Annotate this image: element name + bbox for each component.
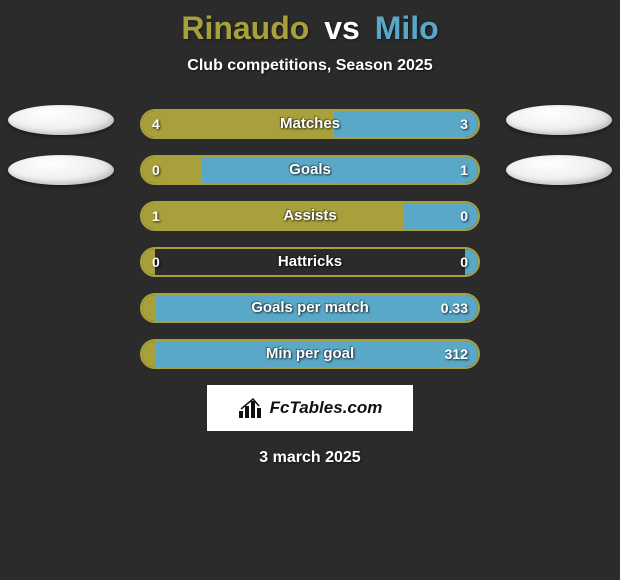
stat-value-right: 312 — [445, 341, 468, 367]
stat-label: Assists — [142, 203, 478, 229]
stat-value-right: 0 — [460, 203, 468, 229]
date: 3 march 2025 — [0, 449, 620, 467]
player1-name: Rinaudo — [181, 10, 309, 46]
stat-bar: Min per goal312 — [140, 339, 480, 369]
stat-row: Goals per match0.33 — [0, 293, 620, 323]
stat-value-right: 1 — [460, 157, 468, 183]
stat-label: Min per goal — [142, 341, 478, 367]
stat-value-right: 0.33 — [441, 295, 468, 321]
stat-row: Goals0 1 — [0, 155, 620, 185]
stat-value-right: 3 — [460, 111, 468, 137]
stat-value-right: 0 — [460, 249, 468, 275]
stat-bar: Matches4 3 — [140, 109, 480, 139]
stat-bar: Goals0 1 — [140, 155, 480, 185]
player2-avatar-placeholder — [506, 105, 612, 135]
stat-bar: Assists1 0 — [140, 201, 480, 231]
stats-rows: Matches43Goals01Assists10Hattricks00Goal… — [0, 109, 620, 369]
stat-label: Goals — [142, 157, 478, 183]
subtitle: Club competitions, Season 2025 — [0, 57, 620, 75]
stat-value-left: 0 — [152, 249, 160, 275]
player1-avatar-placeholder — [8, 105, 114, 135]
stat-bar: Hattricks0 0 — [140, 247, 480, 277]
stat-row: Hattricks0 0 — [0, 247, 620, 277]
stat-label: Hattricks — [142, 249, 478, 275]
stat-row: Min per goal312 — [0, 339, 620, 369]
stat-label: Goals per match — [142, 295, 478, 321]
stat-row: Matches4 3 — [0, 109, 620, 139]
comparison-title: Rinaudo vs Milo — [0, 0, 620, 47]
player2-avatar-placeholder — [506, 155, 612, 185]
bars-icon — [238, 397, 264, 419]
stat-bar: Goals per match0.33 — [140, 293, 480, 323]
stat-value-left: 1 — [152, 203, 160, 229]
badge-text: FcTables.com — [270, 398, 383, 418]
stat-value-left: 0 — [152, 157, 160, 183]
vs-text: vs — [324, 10, 360, 46]
stat-row: Assists1 0 — [0, 201, 620, 231]
stat-value-left: 4 — [152, 111, 160, 137]
player1-avatar-placeholder — [8, 155, 114, 185]
fctables-badge: FcTables.com — [207, 385, 413, 431]
player2-name: Milo — [375, 10, 439, 46]
stat-label: Matches — [142, 111, 478, 137]
